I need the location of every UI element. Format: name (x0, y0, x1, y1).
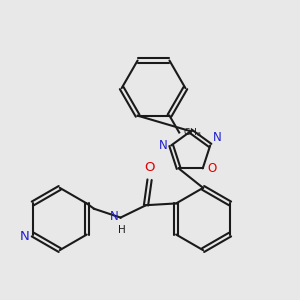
Text: N: N (20, 230, 29, 243)
Text: N: N (110, 210, 119, 223)
Text: N: N (213, 131, 221, 144)
Text: O: O (144, 161, 155, 174)
Text: H: H (118, 225, 126, 236)
Text: N: N (159, 139, 168, 152)
Text: O: O (208, 162, 217, 175)
Text: CH$_3$: CH$_3$ (183, 126, 202, 139)
